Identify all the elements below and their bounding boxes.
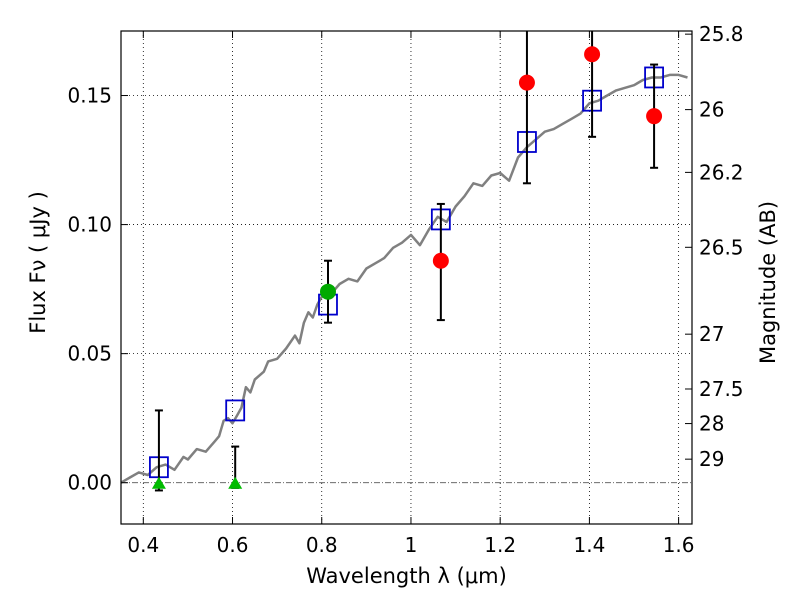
right-tick-label: 26.2 xyxy=(699,160,744,184)
y-axis-label-right: Magnitude (AB) xyxy=(756,201,780,364)
x-tick-label: 1 xyxy=(405,533,418,557)
x-tick-label: 1.6 xyxy=(663,533,695,557)
x-tick-label: 0.8 xyxy=(306,533,338,557)
right-tick-label: 26 xyxy=(699,98,724,122)
x-tick-label: 0.6 xyxy=(217,533,249,557)
plot-frame xyxy=(120,30,693,525)
x-axis-label: Wavelength λ (μm) xyxy=(306,564,507,588)
right-tick-label: 26.5 xyxy=(699,235,744,259)
upper-limit-triangle xyxy=(228,476,243,489)
right-tick-label: 27 xyxy=(699,322,724,346)
observed-flux-point xyxy=(518,74,535,91)
observed-flux-point xyxy=(432,252,449,269)
plot-layer xyxy=(120,31,688,492)
y-tick-label: 0.00 xyxy=(67,471,112,495)
x-tick-label: 1.4 xyxy=(573,533,605,557)
observed-flux-point xyxy=(584,46,601,63)
y-axis-label-left: Flux Fν ( μJy ) xyxy=(26,191,50,334)
x-tick-label: 1.2 xyxy=(484,533,516,557)
y-tick-label: 0.10 xyxy=(67,213,112,237)
right-tick-label: 28 xyxy=(699,412,724,436)
axis-ticks: 0.4 0.6 0.8 1 1.2 1.4 1.6 0.00 0.05 0.10 0.15 25.8 2… xyxy=(67,22,743,557)
x-tick-label: 0.4 xyxy=(127,533,159,557)
y-tick-label: 0.15 xyxy=(67,84,112,108)
right-tick-label: 25.8 xyxy=(699,22,744,46)
observed-flux-point xyxy=(319,283,336,300)
model-spectrum-line xyxy=(120,73,688,484)
upper-limit-triangle xyxy=(151,476,166,489)
right-tick-label: 27.5 xyxy=(699,377,744,401)
model-flux-square xyxy=(225,399,246,422)
right-tick-label: 29 xyxy=(699,447,724,471)
observed-flux-point xyxy=(646,108,663,125)
y-tick-label: 0.05 xyxy=(67,342,112,366)
